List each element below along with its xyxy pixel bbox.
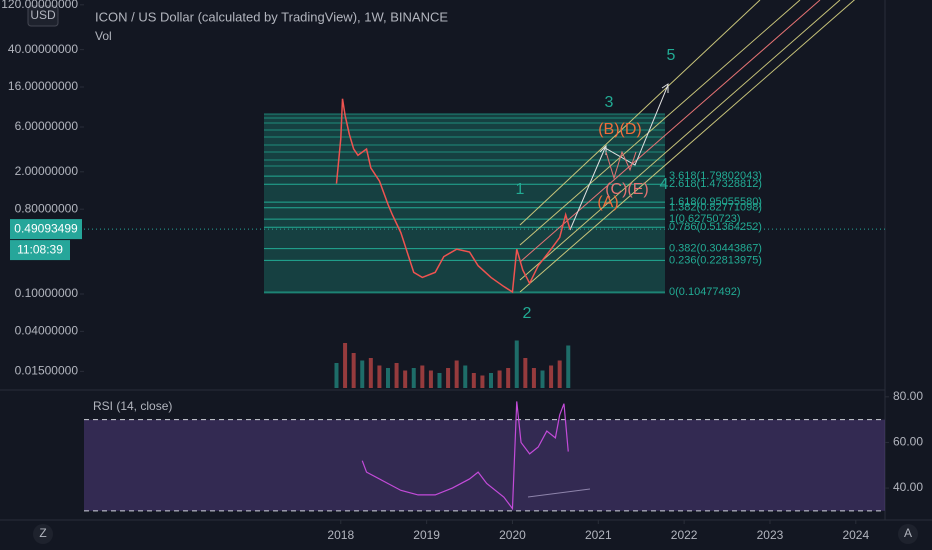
volume-bar <box>437 373 442 388</box>
rsi-title: RSI (14, close) <box>93 399 172 413</box>
x-tick-label: 2022 <box>671 528 698 542</box>
x-tick-label: 2021 <box>585 528 612 542</box>
countdown-box <box>10 240 70 261</box>
price-line <box>335 98 571 294</box>
scale-button[interactable] <box>898 524 918 544</box>
volume-bar <box>446 368 451 388</box>
fib-label: 1(0.62750723) <box>669 213 741 225</box>
fib-label: 2.618(1.47328812) <box>669 178 762 190</box>
volume-bar <box>480 375 485 388</box>
volume-bar <box>497 370 502 388</box>
currency-button[interactable] <box>27 5 59 27</box>
volume-bar <box>506 368 511 388</box>
volume-bar <box>549 365 554 388</box>
volume-bar <box>368 358 373 388</box>
scale-button-label[interactable]: Z <box>39 526 46 540</box>
volume-bar <box>523 358 528 388</box>
volume-bar <box>463 365 468 388</box>
wave-label: 2 <box>523 305 532 322</box>
wave-label: (B)(D) <box>598 121 642 138</box>
fib-upper-lines <box>264 113 665 167</box>
x-tick-label: 2024 <box>842 528 869 542</box>
volume-bar <box>351 353 356 388</box>
y-tick-label: 0.04000000 <box>15 324 79 338</box>
x-tick-label: 2020 <box>499 528 526 542</box>
y-tick-label: 40.00000000 <box>8 42 78 56</box>
last-price-label: 0.49093499 <box>14 221 78 235</box>
symbol-title: ICON / US Dollar (calculated by TradingV… <box>95 9 448 24</box>
fib-retracement: 0(0.10477492) 0.236(0.22813975)0.382(0.30… <box>264 113 762 298</box>
y-tick-label: 2.00000000 <box>15 164 79 178</box>
volume-bar <box>540 370 545 388</box>
volume-bar <box>420 365 425 388</box>
y-tick-label: 120.00000000 <box>1 0 78 11</box>
volume-bar <box>360 360 365 388</box>
rsi-tick-label: 40.00 <box>893 480 923 494</box>
pitchfork <box>519 0 856 293</box>
countdown: 11:08:39 <box>17 242 63 256</box>
y-tick-label: 0.01500000 <box>15 364 79 378</box>
wave-label: 3 <box>605 94 614 111</box>
fib-label: 0.786(0.51364252) <box>669 221 762 233</box>
rsi-band <box>84 419 885 511</box>
volume-bar <box>566 345 571 388</box>
volume-bar <box>488 373 493 388</box>
volume-label: Vol <box>95 29 112 43</box>
wave-label: 4 <box>660 176 669 193</box>
currency[interactable]: USD <box>30 8 56 22</box>
rsi-tick-label: 60.00 <box>893 435 923 449</box>
volume-bar <box>514 340 519 388</box>
y-tick-label: 16.00000000 <box>8 79 78 93</box>
scale-button[interactable] <box>33 524 53 544</box>
y-tick-label: 0.10000000 <box>15 286 79 300</box>
fib-label: 3.618(1.79802043) <box>669 170 762 182</box>
volume-bar <box>343 343 348 388</box>
volume-bar <box>411 368 416 388</box>
volume-bar <box>557 360 562 388</box>
wave-label: (A) <box>597 194 618 211</box>
rsi-tick-label: 80.00 <box>893 389 923 403</box>
fib-label: 0(0.10477492) <box>669 286 741 298</box>
volume-bar <box>454 360 459 388</box>
scale-button-label[interactable]: A <box>904 526 912 540</box>
y-tick-label: 0.80000000 <box>15 201 79 215</box>
last-price-box <box>10 219 82 240</box>
volume-bar <box>385 368 390 388</box>
fib-fill <box>264 114 665 294</box>
y-tick-label: 6.00000000 <box>15 119 79 133</box>
fib-label: 0.236(0.22813975) <box>669 254 762 266</box>
wave-label: (C)(E) <box>605 181 649 198</box>
projection-arrows <box>527 83 669 498</box>
volume-bar <box>428 370 433 388</box>
rsi-line <box>361 401 569 511</box>
x-tick-label: 2018 <box>327 528 354 542</box>
x-tick-label: 2019 <box>413 528 440 542</box>
wave-label: 1 <box>516 181 525 198</box>
volume-bar <box>334 363 339 388</box>
fib-label: 0.382(0.30443867) <box>669 242 762 254</box>
volume-bar <box>471 373 476 388</box>
wave-label: 5 <box>667 47 676 64</box>
volume-bar <box>377 365 382 388</box>
volume-bar <box>403 370 408 388</box>
volume-bar <box>394 363 399 388</box>
fib-label: 1.382(0.82771098) <box>669 202 762 214</box>
x-tick-label: 2023 <box>757 528 784 542</box>
volume-bar <box>531 368 536 388</box>
fib-label: 1.618(0.95055580) <box>669 196 762 208</box>
